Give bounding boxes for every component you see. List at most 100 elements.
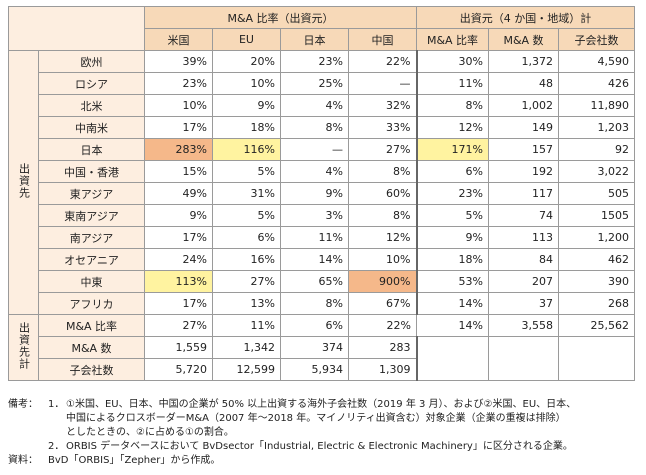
table-cell: 15% <box>144 160 213 183</box>
empty-cell <box>415 336 489 359</box>
table-row: アフリカ 17% 13% 8% 67% 14% 37 268 <box>9 292 635 315</box>
row-label: オセアニア <box>38 248 145 271</box>
note-indent <box>8 440 48 454</box>
group-header-left: M&A 比率（出資元） <box>144 6 417 29</box>
table-row: 東南アジア 9% 5% 3% 8% 5% 74 1505 <box>9 204 635 227</box>
table-cell: 8% <box>415 94 489 117</box>
col-header: M&A 比率 <box>416 28 489 51</box>
table-cell: 23% <box>280 50 349 73</box>
table-cell: 6% <box>280 314 349 337</box>
table-row: 中東 113% 27% 65% 900% 53% 207 390 <box>9 270 635 293</box>
table-cell: 113 <box>488 226 559 249</box>
table-cell: 3,558 <box>488 314 559 337</box>
table-cell: 12,599 <box>212 358 281 381</box>
side-label-destination: 出資先 <box>8 50 39 315</box>
row-label: 北米 <box>38 94 145 117</box>
table-cell: 11,890 <box>558 94 635 117</box>
table-cell: 27% <box>144 314 213 337</box>
source-lead: 資料： <box>8 455 38 466</box>
corner-cell <box>8 6 145 51</box>
table-cell: 171% <box>415 138 489 161</box>
side-label-text: 出資先計 <box>17 322 31 370</box>
table-cell: 1505 <box>558 204 635 227</box>
table-cell: 74 <box>488 204 559 227</box>
table-cell: 25,562 <box>558 314 635 337</box>
col-header: 中国 <box>348 28 417 51</box>
table-totals: 出資先計 M&A 比率 27% 11% 6% 22% 14% 3,558 25,562 M&A 数… <box>8 314 635 381</box>
row-label: 子会社数 <box>38 358 145 381</box>
row-label: アフリカ <box>38 292 145 315</box>
table-cell: 113% <box>144 270 213 293</box>
table-cell: 1,203 <box>558 116 635 139</box>
note-line: ①米国、EU、日本、中国の企業が 50% 以上出資する海外子会社数（2019 年… <box>66 399 577 410</box>
empty-cell <box>558 358 635 381</box>
table-row: 日本 283% 116% —27% 171% 157 92 <box>9 138 635 161</box>
table-cell: 8% <box>348 160 417 183</box>
empty-cell <box>415 358 489 381</box>
notes: 備考： 1． ①米国、EU、日本、中国の企業が 50% 以上出資する海外子会社数… <box>8 398 640 468</box>
table-cell: 1,372 <box>488 50 559 73</box>
side-label-text: 出資先 <box>17 163 31 199</box>
table-cell: 3,022 <box>558 160 635 183</box>
row-label: 南アジア <box>38 226 145 249</box>
table-cell: 374 <box>280 336 349 359</box>
table-row: 中国・香港 15% 5% 4% 8% 6% 192 3,022 <box>9 160 635 183</box>
table-cell: 9% <box>415 226 489 249</box>
data-table: M&A 比率（出資元） 出資元（4 か国・地域）計 米国 EU 日本 中国 M&… <box>8 6 635 381</box>
table-cell: 24% <box>144 248 213 271</box>
table-cell: 1,559 <box>144 336 213 359</box>
table-cell: 5,934 <box>280 358 349 381</box>
table-cell: 268 <box>558 292 635 315</box>
row-label: 中国・香港 <box>38 160 145 183</box>
total-row: 子会社数 5,720 12,599 5,934 1,309 <box>9 358 635 381</box>
table-cell: 192 <box>488 160 559 183</box>
table-cell: 8% <box>280 116 349 139</box>
note-line: としたときの、②に占める①の割合。 <box>66 427 234 438</box>
row-label: M&A 数 <box>38 336 145 359</box>
note-line: 中国によるクロスボーダーM&A（2007 年～2018 年。マイノリティ出資含む… <box>66 413 566 424</box>
source-line: 資料： BvD「ORBIS」「Zepher」から作成。 <box>8 454 640 468</box>
table-cell: 10% <box>348 248 417 271</box>
note-line: ORBIS データベースにおいて BvDsector「Industrial, E… <box>66 441 573 452</box>
note-number: 1． <box>48 399 65 410</box>
table-cell: — <box>348 72 417 95</box>
note-number: 2． <box>48 441 65 452</box>
total-row: 出資先計 M&A 比率 27% 11% 6% 22% 14% 3,558 25,562 <box>8 314 635 381</box>
note-1: 備考： 1． ①米国、EU、日本、中国の企業が 50% 以上出資する海外子会社数… <box>8 398 640 440</box>
table-cell: 1,002 <box>488 94 559 117</box>
col-header: 子会社数 <box>558 28 635 51</box>
table-cell: 33% <box>348 116 417 139</box>
table-cell: 4% <box>280 94 349 117</box>
table-cell: 5,720 <box>144 358 213 381</box>
table-cell: 16% <box>212 248 281 271</box>
empty-cell <box>488 336 559 359</box>
table-cell: 11% <box>212 314 281 337</box>
table-cell: 12% <box>415 116 489 139</box>
table-row: 北米 10% 9% 4% 32% 8% 1,002 11,890 <box>9 94 635 117</box>
table-cell: 17% <box>144 292 213 315</box>
row-label: ロシア <box>38 72 145 95</box>
table-cell: 207 <box>488 270 559 293</box>
note-text: ①米国、EU、日本、中国の企業が 50% 以上出資する海外子会社数（2019 年… <box>66 398 640 440</box>
table-cell: 23% <box>415 182 489 205</box>
table-cell: 30% <box>415 50 489 73</box>
table-cell: 11% <box>415 72 489 95</box>
table-cell: 92 <box>558 138 635 161</box>
table-cell: 23% <box>144 72 213 95</box>
table-cell: 27% <box>212 270 281 293</box>
table-cell: 426 <box>558 72 635 95</box>
table-cell: 5% <box>415 204 489 227</box>
table-cell: 17% <box>144 226 213 249</box>
table-cell: 25% <box>280 72 349 95</box>
table-cell: 18% <box>415 248 489 271</box>
table-cell: 8% <box>280 292 349 315</box>
table-cell: 1,309 <box>348 358 417 381</box>
table-cell: 22% <box>348 314 417 337</box>
table-cell: 65% <box>280 270 349 293</box>
table-cell: 48 <box>488 72 559 95</box>
table-row: 出資先 欧州 39% 20% 23% 22% 30% 1,372 4,590 <box>8 50 635 315</box>
table-cell: 84 <box>488 248 559 271</box>
note-2: 2． ORBIS データベースにおいて BvDsector「Industrial… <box>8 440 640 454</box>
group-header-right: 出資元（4 か国・地域）計 <box>416 6 635 29</box>
